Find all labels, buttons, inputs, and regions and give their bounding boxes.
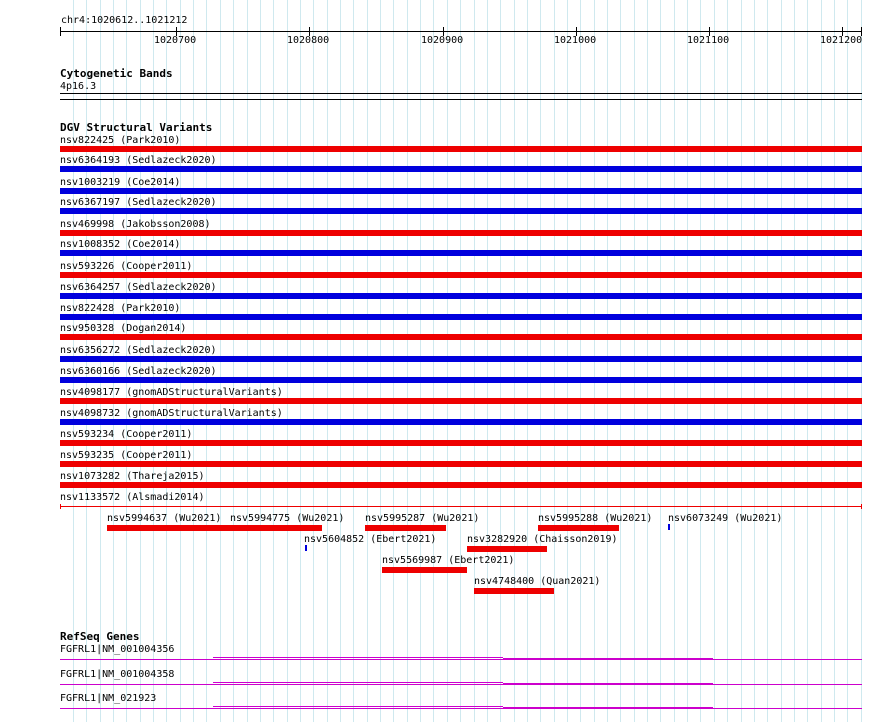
dgv-feature-bar[interactable]: [305, 545, 307, 551]
gene-intron-line[interactable]: [60, 659, 862, 660]
dgv-feature-label: nsv4098177 (gnomADStructuralVariants): [60, 387, 283, 398]
cytoband-bar-bottom: [60, 99, 862, 100]
dgv-feature-bar[interactable]: [60, 440, 862, 446]
gene-exon[interactable]: [213, 682, 503, 683]
ruler-tick: [443, 27, 444, 36]
dgv-feature-label: nsv5994775 (Wu2021): [230, 513, 345, 524]
ruler-tick-label: 1021200: [820, 35, 863, 46]
dgv-feature-bar[interactable]: [107, 525, 230, 531]
refseq-track-title: RefSeq Genes: [60, 630, 140, 643]
gene-label: FGFRL1|NM_001004356: [60, 644, 175, 655]
ruler-axis: [60, 31, 862, 32]
dgv-feature-label: nsv950328 (Dogan2014): [60, 323, 187, 334]
dgv-feature-label: nsv822428 (Park2010): [60, 303, 181, 314]
dgv-feature-bar[interactable]: [60, 188, 862, 194]
gene-label: FGFRL1|NM_021923: [60, 693, 157, 704]
dgv-feature-label: nsv6367197 (Sedlazeck2020): [60, 197, 217, 208]
gene-label: FGFRL1|NM_001004358: [60, 669, 175, 680]
gene-intron-line[interactable]: [60, 708, 862, 709]
ruler-tick: [309, 27, 310, 36]
dgv-feature-bar[interactable]: [60, 230, 862, 236]
dgv-feature-label: nsv1003219 (Coe2014): [60, 177, 181, 188]
cytoband-track-title: Cytogenetic Bands: [60, 67, 173, 80]
dgv-feature-label: nsv1008352 (Coe2014): [60, 239, 181, 250]
dgv-feature-label: nsv593226 (Cooper2011): [60, 261, 193, 272]
dgv-feature-bar[interactable]: [538, 525, 619, 531]
dgv-feature-label: nsv1073282 (Thareja2015): [60, 471, 205, 482]
dgv-feature-label: nsv593234 (Cooper2011): [60, 429, 193, 440]
region-label: chr4:1020612..1021212: [61, 15, 188, 26]
dgv-feature-bar[interactable]: [60, 506, 862, 507]
gene-intron-line[interactable]: [60, 684, 862, 685]
dgv-feature-bar[interactable]: [668, 524, 670, 530]
dgv-feature-label: nsv1133572 (Alsmadi2014): [60, 492, 205, 503]
dgv-feature-label: nsv593235 (Cooper2011): [60, 450, 193, 461]
ruler-tick-label: 1021000: [554, 35, 597, 46]
ruler-tick-label: 1020800: [287, 35, 330, 46]
dgv-feature-bar[interactable]: [60, 146, 862, 152]
dgv-feature-bar[interactable]: [60, 272, 862, 278]
ruler-tick-label: 1020700: [154, 35, 197, 46]
dgv-feature-label: nsv4098732 (gnomADStructuralVariants): [60, 408, 283, 419]
gene-exon[interactable]: [213, 706, 503, 707]
dgv-feature-label: nsv5569987 (Ebert2021): [382, 555, 515, 566]
dgv-feature-bar[interactable]: [60, 334, 862, 340]
ruler-tick: [176, 27, 177, 36]
ruler-end-tick: [861, 27, 862, 36]
dgv-feature-bar[interactable]: [60, 377, 862, 383]
dgv-feature-end: [60, 504, 61, 509]
ruler-tick: [842, 27, 843, 36]
dgv-feature-bar[interactable]: [60, 398, 862, 404]
ruler-tick: [576, 27, 577, 36]
dgv-feature-label: nsv6364193 (Sedlazeck2020): [60, 155, 217, 166]
dgv-feature-label: nsv6356272 (Sedlazeck2020): [60, 345, 217, 356]
dgv-feature-bar[interactable]: [60, 419, 862, 425]
dgv-feature-bar[interactable]: [60, 461, 862, 467]
dgv-feature-label: nsv469998 (Jakobsson2008): [60, 219, 211, 230]
dgv-feature-bar[interactable]: [474, 588, 554, 594]
ruler-tick-label: 1020900: [421, 35, 464, 46]
dgv-feature-end: [861, 504, 862, 509]
cytoband-bar-top: [60, 93, 862, 94]
dgv-feature-label: nsv822425 (Park2010): [60, 135, 181, 146]
ruler-tick-label: 1021100: [687, 35, 730, 46]
dgv-feature-bar[interactable]: [382, 567, 467, 573]
dgv-feature-bar[interactable]: [60, 356, 862, 362]
dgv-feature-label: nsv6073249 (Wu2021): [668, 513, 783, 524]
dgv-feature-bar[interactable]: [60, 314, 862, 320]
dgv-track-title: DGV Structural Variants: [60, 121, 213, 134]
dgv-feature-bar[interactable]: [467, 546, 547, 552]
gene-exon[interactable]: [503, 658, 713, 659]
dgv-feature-label: nsv5604852 (Ebert2021): [304, 534, 437, 545]
gene-exon[interactable]: [503, 683, 713, 684]
dgv-feature-label: nsv5994637 (Wu2021): [107, 513, 222, 524]
dgv-feature-bar[interactable]: [230, 525, 322, 531]
ruler-tick: [709, 27, 710, 36]
dgv-feature-label: nsv5995287 (Wu2021): [365, 513, 480, 524]
dgv-feature-label: nsv6360166 (Sedlazeck2020): [60, 366, 217, 377]
dgv-feature-bar[interactable]: [60, 293, 862, 299]
dgv-feature-label: nsv6364257 (Sedlazeck2020): [60, 282, 217, 293]
dgv-feature-bar[interactable]: [60, 482, 862, 488]
cytoband-label: 4p16.3: [60, 81, 97, 92]
dgv-feature-bar[interactable]: [60, 208, 862, 214]
dgv-feature-label: nsv4748400 (Quan2021): [474, 576, 601, 587]
dgv-feature-bar[interactable]: [60, 250, 862, 256]
ruler-end-tick: [60, 27, 61, 36]
gene-exon[interactable]: [213, 657, 503, 658]
gene-exon[interactable]: [503, 707, 713, 708]
dgv-feature-label: nsv5995288 (Wu2021): [538, 513, 653, 524]
dgv-feature-bar[interactable]: [365, 525, 446, 531]
dgv-feature-label: nsv3282920 (Chaisson2019): [467, 534, 618, 545]
dgv-feature-bar[interactable]: [60, 166, 862, 172]
